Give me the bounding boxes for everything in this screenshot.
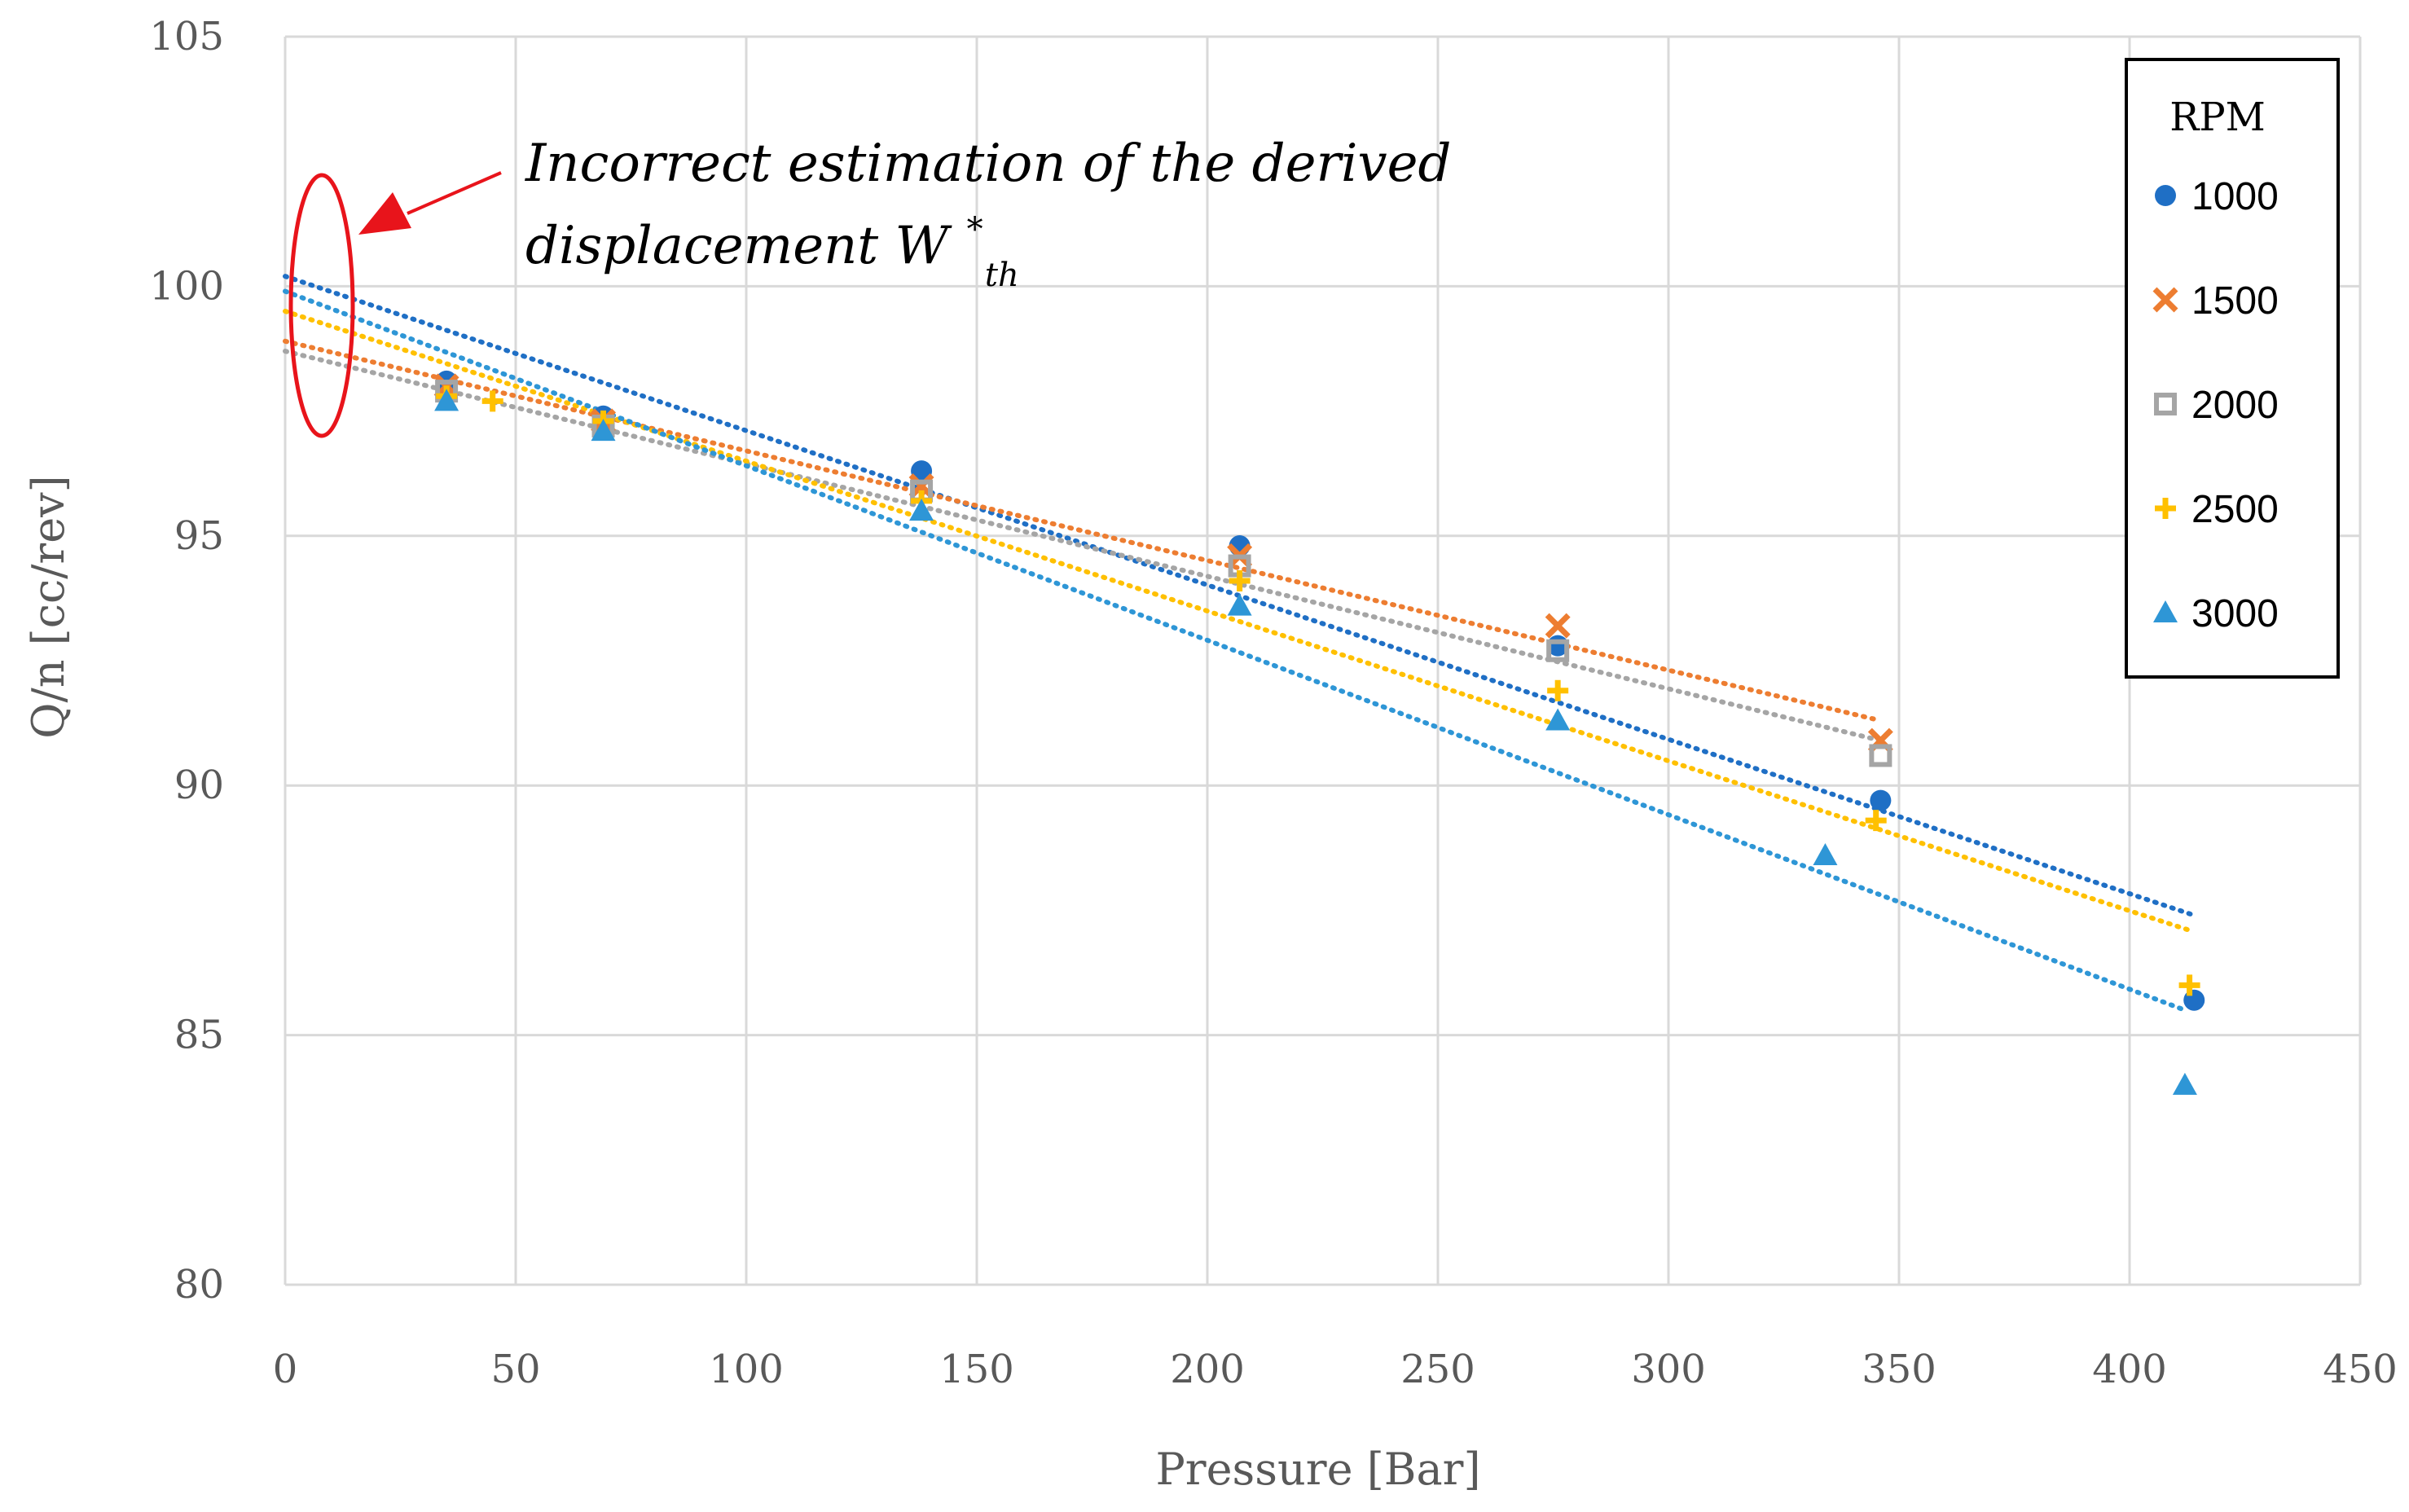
legend-marker-1000 <box>2155 185 2176 206</box>
legend-box <box>2125 58 2340 679</box>
point-3000 <box>591 419 616 442</box>
legend-label: 2000 <box>2191 384 2279 427</box>
point-2500 <box>1865 810 1887 832</box>
x-tick-label: 250 <box>1400 1347 1475 1392</box>
series-1000 <box>436 370 2205 1011</box>
y-tick-labels: 80 85 90 95 100 105 <box>149 14 224 1308</box>
y-tick-label: 105 <box>149 14 224 59</box>
point-3000 <box>1227 593 1252 616</box>
x-tick-label: 150 <box>939 1347 1014 1392</box>
series-2000 <box>435 380 1892 767</box>
point-2000 <box>1869 744 1892 767</box>
annotation-arrow-head <box>358 192 411 235</box>
x-tick-label: 50 <box>490 1347 540 1392</box>
trendlines <box>283 274 2197 1013</box>
trendline-1500 <box>283 338 1884 723</box>
legend-item-2000: 2000 <box>2154 384 2279 427</box>
point-3000 <box>909 499 934 521</box>
annotation-superscript: * <box>967 211 983 248</box>
annotation-subscript: th <box>985 257 1019 294</box>
trendline-2000 <box>283 349 1884 744</box>
series-2500 <box>436 385 2200 996</box>
legend-items: 1000 1500 2000 2500 3000 <box>2152 175 2279 635</box>
point-3000 <box>1813 842 1838 865</box>
legend-title: RPM <box>2169 94 2266 140</box>
point-2000 <box>1546 639 1570 662</box>
legend-marker-1500 <box>2152 287 2178 313</box>
y-tick-label: 85 <box>174 1013 224 1058</box>
point-2500 <box>1229 569 1251 591</box>
legend-label: 1500 <box>2191 279 2279 323</box>
legend-label: 1000 <box>2191 175 2279 218</box>
legend-marker-2500 <box>2155 498 2176 519</box>
annotation: Incorrect estimation of the derived disp… <box>288 134 1452 438</box>
legend: RPM 1000 1500 2000 2500 3000 <box>2125 58 2340 679</box>
point-3000 <box>434 389 459 411</box>
y-tick-label: 95 <box>174 513 224 559</box>
x-tick-label: 350 <box>1862 1347 1936 1392</box>
x-tick-label: 450 <box>2323 1347 2398 1392</box>
point-1000 <box>1870 789 1892 811</box>
y-axis-title: Q/n [cc/rev] <box>23 475 74 739</box>
point-2500 <box>2178 974 2200 996</box>
point-1500 <box>1545 613 1571 639</box>
x-tick-label: 0 <box>273 1347 298 1392</box>
legend-marker-3000 <box>2153 600 2178 622</box>
x-tick-label: 400 <box>2092 1347 2167 1392</box>
point-2500 <box>481 390 503 412</box>
trendline-2500 <box>283 309 2192 933</box>
legend-label: 3000 <box>2191 592 2279 635</box>
x-axis-title: Pressure [Bar] <box>1155 1444 1480 1495</box>
y-tick-label: 90 <box>174 763 224 808</box>
point-3000 <box>1545 708 1571 731</box>
data-points <box>433 370 2205 1095</box>
annotation-line-2-text: displacement W <box>525 216 952 276</box>
point-3000 <box>2172 1072 2197 1095</box>
x-tick-label: 200 <box>1170 1347 1245 1392</box>
series-3000 <box>434 389 2197 1095</box>
highlight-ellipse <box>288 173 355 438</box>
x-tick-labels: 0 50 100 150 200 250 300 350 400 450 <box>273 1347 2398 1392</box>
x-tick-label: 300 <box>1631 1347 1706 1392</box>
legend-item-1500: 1500 <box>2152 279 2279 323</box>
x-tick-label: 100 <box>709 1347 784 1392</box>
legend-item-3000: 3000 <box>2153 592 2279 635</box>
annotation-line-1: Incorrect estimation of the derived <box>525 134 1452 194</box>
legend-label: 2500 <box>2191 488 2279 531</box>
grid <box>284 35 2362 1286</box>
annotation-arrow-shaft <box>407 171 502 215</box>
legend-item-1000: 1000 <box>2155 175 2279 218</box>
annotation-line-2: displacement W * th <box>525 193 1019 294</box>
point-2500 <box>1547 679 1569 701</box>
legend-marker-2000 <box>2154 393 2177 415</box>
y-tick-label: 80 <box>174 1262 224 1308</box>
point-1000 <box>911 460 933 482</box>
legend-item-2500: 2500 <box>2155 488 2279 531</box>
y-tick-label: 100 <box>149 263 224 309</box>
